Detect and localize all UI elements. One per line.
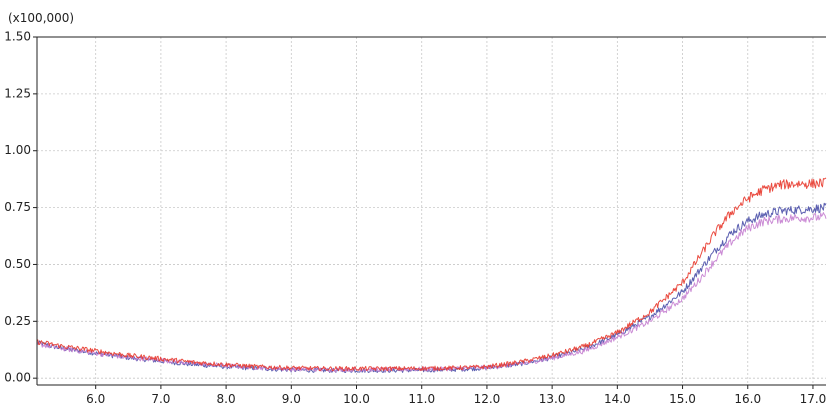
- x-tick-label: 6.0: [86, 392, 105, 406]
- series-line-1: [36, 202, 827, 373]
- x-tick-label: 17.0: [800, 392, 827, 406]
- y-tick-label: 0.25: [4, 314, 31, 328]
- y-tick-label: 1.00: [4, 143, 31, 157]
- x-tick-label: 12.0: [474, 392, 501, 406]
- y-tick-label: 1.25: [4, 86, 31, 100]
- x-tick-label: 13.0: [539, 392, 566, 406]
- x-tick-label: 14.0: [604, 392, 631, 406]
- y-axis-multiplier-label: (x100,000): [8, 11, 74, 25]
- x-tick-label: 8.0: [217, 392, 236, 406]
- x-tick-label: 7.0: [151, 392, 170, 406]
- x-tick-label: 15.0: [669, 392, 696, 406]
- x-tick-label: 10.0: [343, 392, 370, 406]
- series-line-2: [36, 212, 827, 373]
- grid: [37, 37, 826, 385]
- series-line-0: [36, 177, 827, 372]
- y-tick-label: 0.75: [4, 200, 31, 214]
- y-tick-label: 0.50: [4, 257, 31, 271]
- axes: 6.0 7.0 8.0 9.0 10.0 11.0 12.0 13.0 14.0 15.0 16.0…: [4, 30, 826, 407]
- x-tick-label: 9.0: [282, 392, 301, 406]
- series-group: [36, 177, 827, 373]
- y-tick-label: 1.50: [4, 30, 31, 44]
- y-tick-label: 0.00: [4, 371, 31, 385]
- x-tick-label: 16.0: [734, 392, 761, 406]
- x-tick-label: 11.0: [408, 392, 435, 406]
